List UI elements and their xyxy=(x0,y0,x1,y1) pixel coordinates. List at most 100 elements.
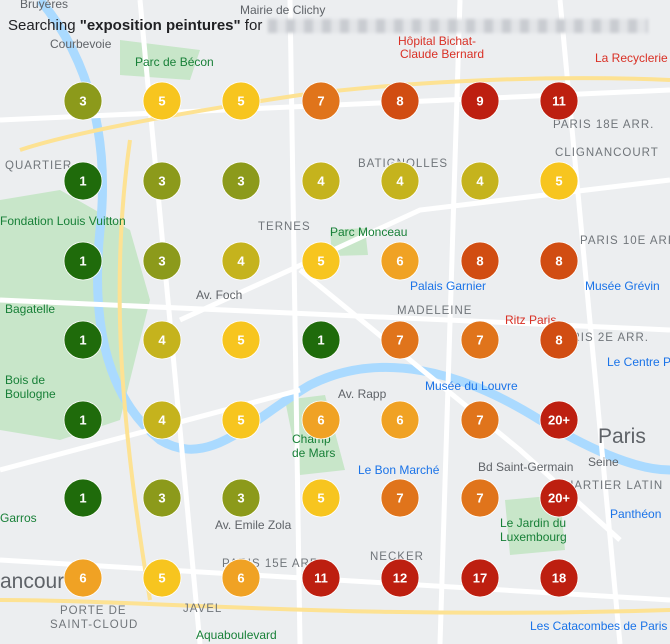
marker-circle xyxy=(460,241,500,281)
map-label: Musée du Louvre xyxy=(425,379,518,393)
result-marker: 8 xyxy=(539,320,579,360)
marker-circle xyxy=(380,320,420,360)
marker-circle xyxy=(380,81,420,121)
marker-circle xyxy=(142,320,182,360)
result-marker: 3 xyxy=(142,478,182,518)
map-label: Av. Rapp xyxy=(338,387,387,401)
marker-circle xyxy=(301,478,341,518)
result-marker: 7 xyxy=(380,478,420,518)
marker-count: 5 xyxy=(317,254,324,269)
marker-count: 5 xyxy=(158,571,165,586)
marker-circle xyxy=(539,478,579,518)
result-marker: 4 xyxy=(221,241,261,281)
result-marker: 5 xyxy=(221,400,261,440)
result-marker: 3 xyxy=(142,241,182,281)
marker-count: 7 xyxy=(476,413,483,428)
marker-circle xyxy=(142,400,182,440)
result-marker: 7 xyxy=(460,400,500,440)
result-marker: 5 xyxy=(142,558,182,598)
marker-circle xyxy=(460,320,500,360)
map-label: NECKER xyxy=(370,551,424,563)
marker-circle xyxy=(539,558,579,598)
result-marker: 1 xyxy=(63,241,103,281)
marker-count: 6 xyxy=(396,413,403,428)
map-label: Le Centre P xyxy=(607,355,670,369)
marker-circle xyxy=(63,81,103,121)
marker-circle xyxy=(460,81,500,121)
map-label: SAINT-CLOUD xyxy=(50,619,138,631)
result-marker: 4 xyxy=(301,161,341,201)
marker-count: 8 xyxy=(476,254,483,269)
result-marker: 6 xyxy=(301,400,341,440)
marker-count: 1 xyxy=(79,174,86,189)
marker-circle xyxy=(380,241,420,281)
result-marker: 6 xyxy=(221,558,261,598)
result-marker: 8 xyxy=(380,81,420,121)
result-marker: 1 xyxy=(63,478,103,518)
marker-circle xyxy=(63,478,103,518)
map-label: Aquaboulevard xyxy=(196,628,277,642)
marker-count: 6 xyxy=(317,413,324,428)
marker-circle xyxy=(221,241,261,281)
result-marker: 4 xyxy=(380,161,420,201)
marker-count: 12 xyxy=(393,571,407,586)
result-marker: 8 xyxy=(460,241,500,281)
result-marker: 17 xyxy=(460,558,500,598)
marker-count: 1 xyxy=(79,254,86,269)
marker-count: 4 xyxy=(396,174,404,189)
title-suffix: for xyxy=(240,17,263,34)
result-marker: 7 xyxy=(301,81,341,121)
title-prefix: Searching xyxy=(8,17,80,34)
marker-count: 3 xyxy=(158,174,165,189)
marker-circle xyxy=(221,558,261,598)
marker-count: 7 xyxy=(396,333,403,348)
marker-circle xyxy=(380,161,420,201)
map-label: Av. Emile Zola xyxy=(215,518,292,532)
title-query: "exposition peintures" xyxy=(79,17,241,34)
result-marker: 1 xyxy=(63,400,103,440)
marker-circle xyxy=(380,400,420,440)
marker-count: 5 xyxy=(237,94,244,109)
result-marker: 3 xyxy=(221,478,261,518)
marker-count: 7 xyxy=(396,491,403,506)
marker-count: 4 xyxy=(476,174,484,189)
map-label: PARIS 10E ARR. xyxy=(580,235,670,247)
marker-circle xyxy=(63,241,103,281)
result-marker: 4 xyxy=(142,400,182,440)
map-label: Boulogne xyxy=(5,387,56,401)
result-marker: 11 xyxy=(539,81,579,121)
map-label: Seine xyxy=(588,455,619,469)
marker-circle xyxy=(301,558,341,598)
marker-count: 8 xyxy=(555,254,562,269)
marker-count: 6 xyxy=(237,571,244,586)
marker-circle xyxy=(301,320,341,360)
map-label: ancourt xyxy=(0,570,70,593)
marker-count: 1 xyxy=(79,333,86,348)
result-marker: 6 xyxy=(380,241,420,281)
result-marker: 5 xyxy=(221,320,261,360)
result-marker: 1 xyxy=(301,320,341,360)
result-marker: 5 xyxy=(539,161,579,201)
redacted-location xyxy=(268,19,649,34)
marker-count: 1 xyxy=(79,413,86,428)
marker-count: 11 xyxy=(314,571,328,586)
marker-count: 1 xyxy=(79,491,86,506)
marker-circle xyxy=(142,478,182,518)
map-label: PARIS 18E ARR. xyxy=(553,119,654,131)
map-label: de Mars xyxy=(292,446,335,460)
marker-circle xyxy=(221,81,261,121)
map-label: Ritz Paris xyxy=(505,313,556,327)
marker-count: 7 xyxy=(476,491,483,506)
marker-circle xyxy=(142,161,182,201)
result-marker: 1 xyxy=(63,320,103,360)
marker-circle xyxy=(460,161,500,201)
result-marker: 5 xyxy=(301,478,341,518)
marker-count: 5 xyxy=(555,174,562,189)
result-marker: 3 xyxy=(221,161,261,201)
marker-count: 5 xyxy=(158,94,165,109)
marker-count: 1 xyxy=(317,333,324,348)
map-label: Bagatelle xyxy=(5,302,55,316)
result-marker: 3 xyxy=(63,81,103,121)
